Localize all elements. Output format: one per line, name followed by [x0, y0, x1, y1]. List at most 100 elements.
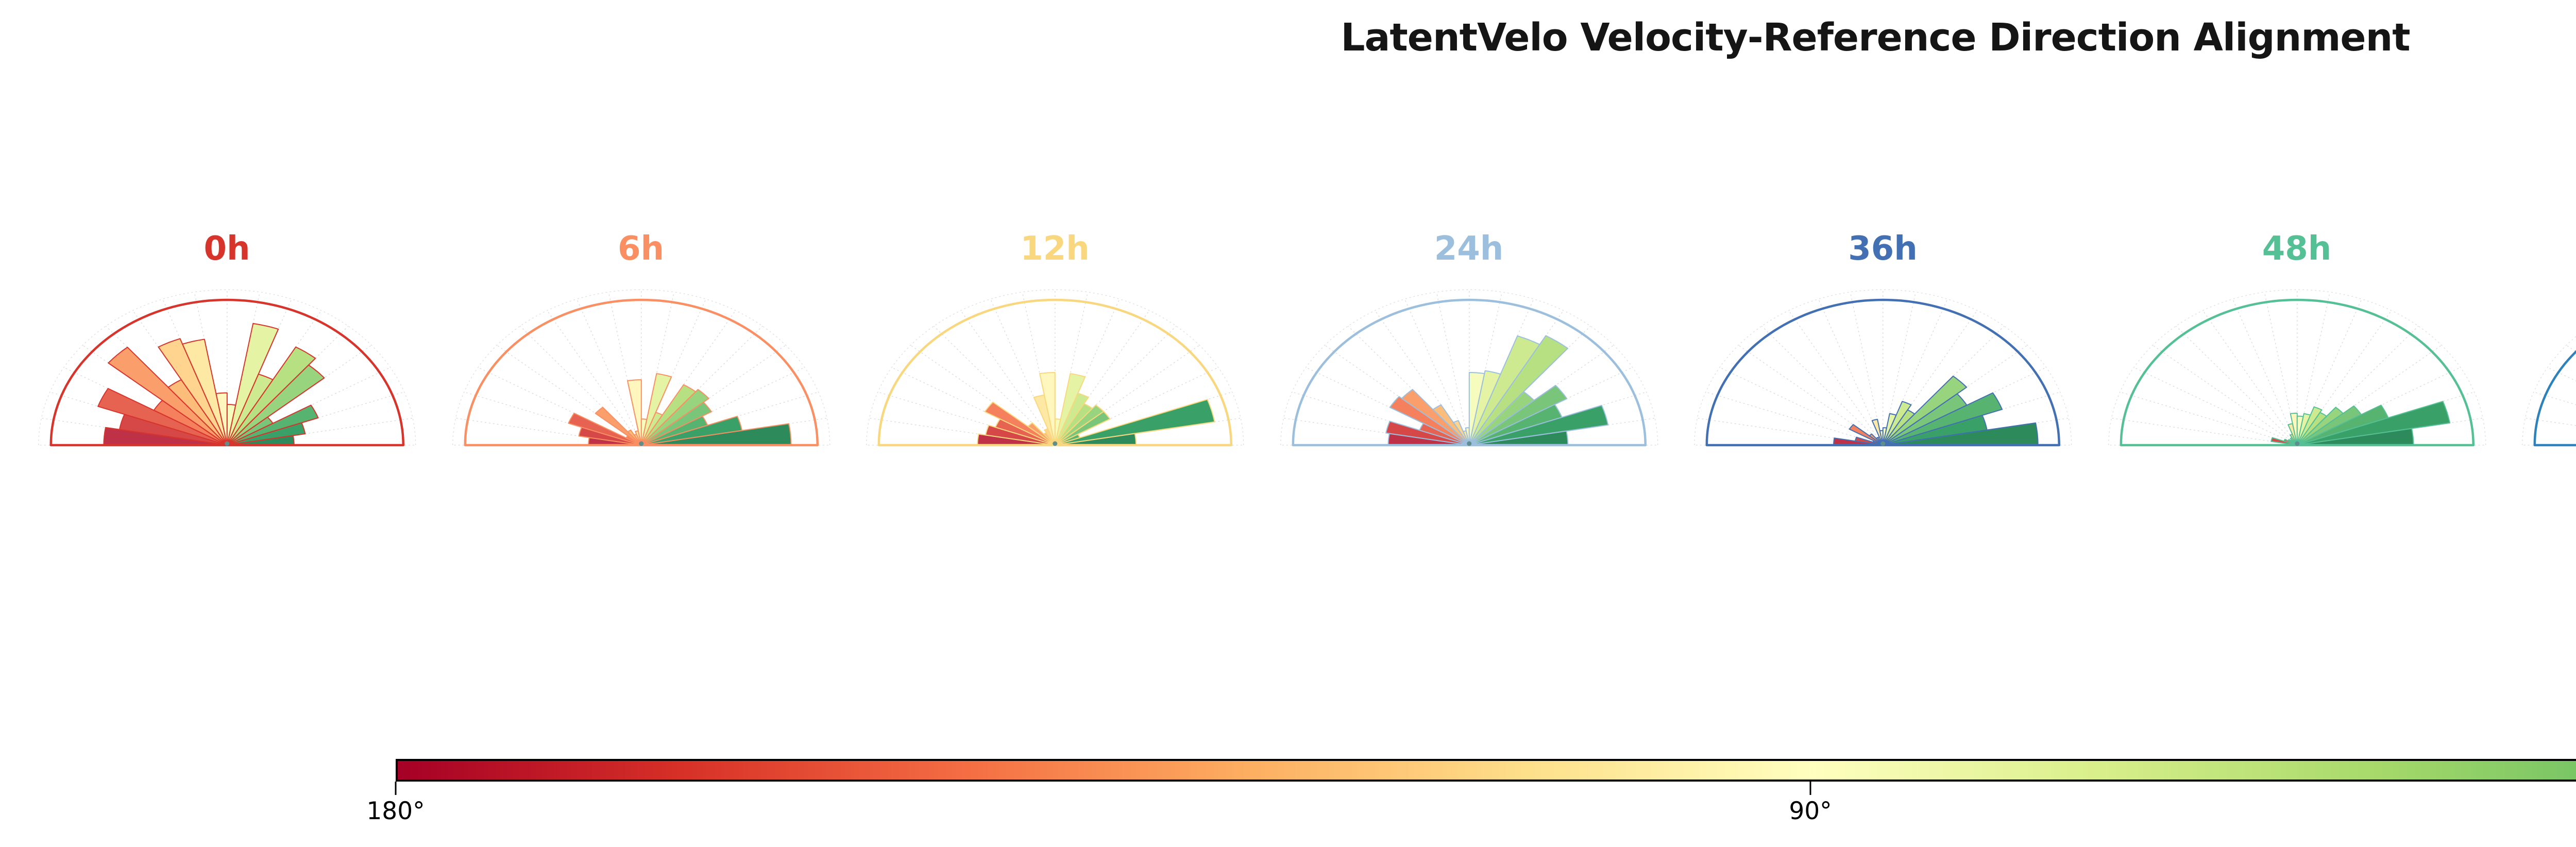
wedge-bin-7	[1871, 419, 1884, 446]
radial-gridline	[1761, 326, 1884, 446]
radial-gridline	[1883, 326, 2005, 446]
page-title: LatentVelo Velocity-Reference Direction …	[1341, 15, 2410, 60]
radial-gridline	[1055, 326, 1177, 446]
subplot-6h: 6h	[434, 0, 848, 495]
subplot-title-6h: 6h	[617, 230, 665, 268]
outer-arc	[2120, 298, 2475, 447]
wedge-bin-5	[1432, 404, 1470, 446]
radial-gridline	[960, 310, 1056, 446]
wedge-bin-13	[640, 389, 709, 446]
radial-gridline	[1055, 310, 1150, 446]
subplot-title-60h: 60h	[2504, 230, 2576, 268]
wedge-bin-4	[108, 346, 228, 446]
subplot-title-12h: 12h	[1020, 230, 1090, 268]
radial-gridline	[227, 310, 322, 446]
radial-gridline	[2133, 367, 2297, 446]
radial-gridline	[1818, 299, 1884, 446]
outer-gridline-ring	[2108, 289, 2486, 446]
colorbar-label-180: 180°	[366, 797, 425, 825]
radial-gridline	[576, 299, 641, 446]
wedge-bin-8	[626, 379, 642, 446]
subplot-60h: 60h	[2504, 0, 2576, 495]
wedge-bin-15	[226, 404, 319, 446]
wedge-bin-12	[226, 346, 316, 446]
radial-gridline	[2547, 367, 2576, 382]
radial-gridline	[2525, 417, 2576, 426]
outer-arc	[49, 298, 405, 447]
outer-arc	[464, 298, 819, 447]
radial-gridline	[990, 299, 1056, 446]
radial-gridline	[1374, 310, 1469, 446]
wedge-bin-15	[1882, 392, 2003, 446]
wedge-bin-4	[1027, 422, 1056, 446]
rose-chart-60h	[2522, 336, 2576, 447]
subplot-title-48h: 48h	[2262, 230, 2332, 268]
subplot-0h: 0h	[20, 0, 434, 495]
wedge-bin-2	[97, 388, 228, 446]
subplot-title-0h: 0h	[204, 230, 250, 268]
outer-arc	[1292, 298, 1647, 447]
subplot-title-36h: 36h	[1848, 230, 1918, 268]
wedge-bin-4	[1401, 389, 1470, 446]
radial-gridline	[1788, 310, 1884, 446]
subplot-24h: 24h	[1262, 0, 1676, 495]
wedge-bin-16	[226, 422, 306, 446]
wedge-bin-7	[182, 338, 228, 446]
center-dot	[638, 441, 643, 446]
wedge-bin-13	[1882, 376, 1968, 446]
colorbar: 180° 90° 0°	[366, 759, 2576, 841]
wedge-bin-6	[158, 338, 228, 446]
radial-gridline	[640, 310, 736, 446]
center-dot	[1466, 441, 1471, 446]
radial-gridline	[2175, 326, 2297, 446]
wedge-bin-8	[1039, 372, 1056, 446]
wedge-bin-13	[226, 364, 325, 446]
outer-gridline-ring	[1694, 289, 2072, 446]
rose-chart-0h	[38, 289, 416, 447]
radial-gridline	[132, 310, 228, 446]
radial-gridline	[2296, 299, 2362, 446]
radial-gridline	[2120, 392, 2297, 446]
wedge-bin-14	[1468, 385, 1567, 446]
radial-gridline	[2296, 326, 2418, 446]
radial-gridline	[106, 326, 228, 446]
radial-gridline	[640, 326, 762, 446]
subplot-title-24h: 24h	[1434, 230, 1504, 268]
outer-gridline-ring	[2522, 336, 2576, 446]
colorbar-tick-90	[1809, 782, 1811, 795]
radial-gridline	[1347, 326, 1469, 446]
rose-chart-36h	[1694, 289, 2072, 447]
radial-gridline	[2533, 392, 2576, 405]
radial-gridline	[1468, 326, 1590, 446]
colorbar-label-90: 90°	[1789, 797, 1832, 825]
radial-gridline	[1468, 310, 1564, 446]
outer-arc	[1705, 298, 2061, 447]
wedge-bin-11	[1054, 393, 1089, 446]
radial-gridline	[2296, 310, 2392, 446]
outer-arc	[877, 298, 1233, 447]
radial-gridline	[227, 326, 349, 446]
center-dot	[2294, 441, 2299, 446]
radial-gridline	[1055, 299, 1120, 446]
radial-gridline	[546, 310, 641, 446]
radial-gridline	[2111, 417, 2297, 446]
radial-gridline	[2152, 345, 2297, 446]
radial-gridline	[1883, 310, 1978, 446]
radial-gridline	[934, 326, 1056, 446]
subplot-36h: 36h	[1676, 0, 2090, 495]
center-dot	[225, 441, 230, 446]
outer-gridline-ring	[866, 289, 1244, 446]
subplot-12h: 12h	[848, 0, 1262, 495]
outer-arc	[2533, 350, 2576, 447]
wedge-bin-14	[640, 401, 712, 446]
radial-gridline	[519, 326, 641, 446]
colorbar-tick-180	[395, 782, 397, 795]
radial-gridline	[640, 299, 706, 446]
wedge-bin-2	[567, 413, 642, 446]
wedge-bin-16	[2296, 401, 2450, 446]
subplots-row: 0h6h12h24h36h48h60h72h96h	[20, 0, 2576, 515]
colorbar-gradient	[396, 759, 2576, 782]
wedge-bin-12	[1468, 335, 1568, 446]
wedge-bin-14	[1054, 411, 1111, 446]
outer-gridline-ring	[38, 289, 416, 446]
